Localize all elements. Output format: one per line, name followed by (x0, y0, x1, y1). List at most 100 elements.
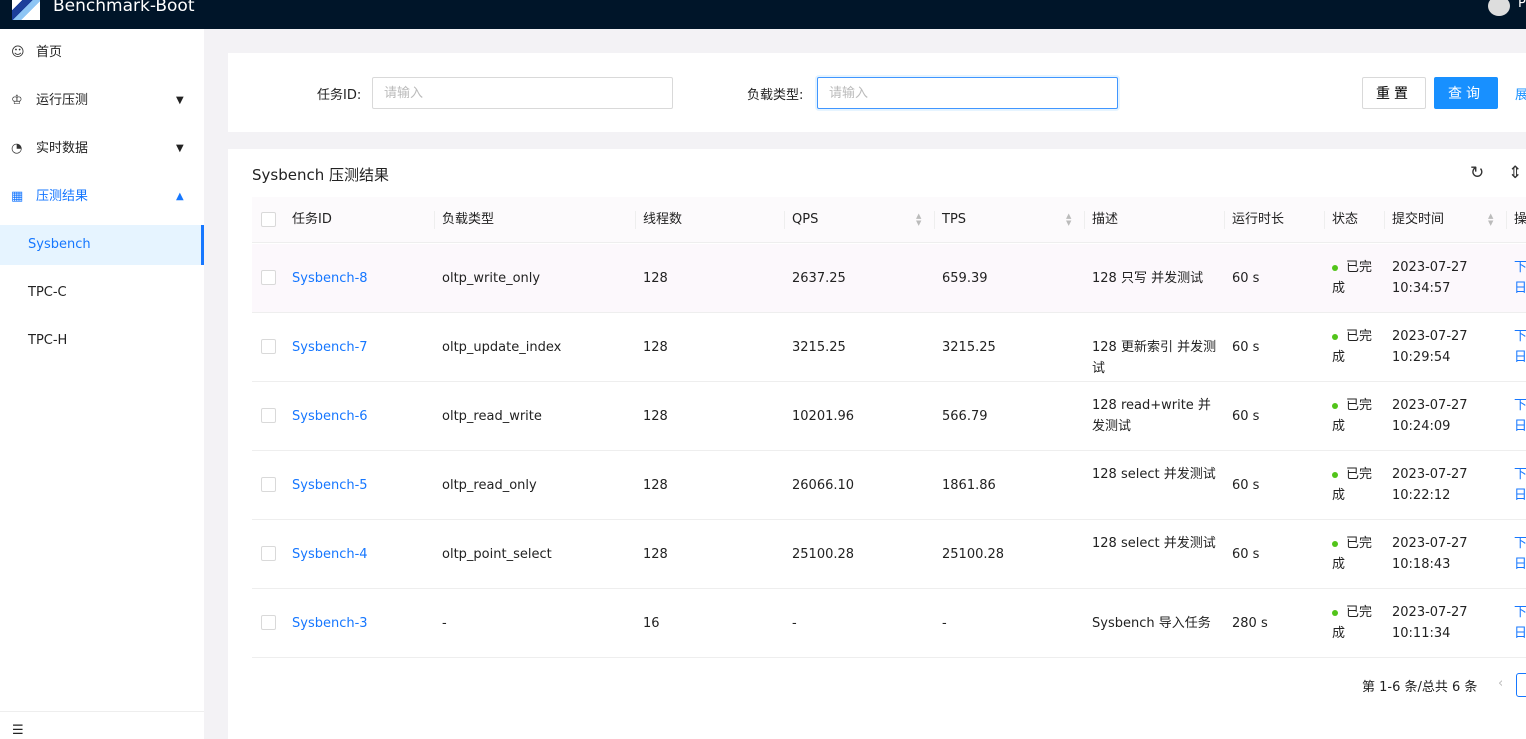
download-link[interactable]: 下 (1514, 467, 1526, 482)
threads-cell: 128 (643, 547, 668, 562)
tps-cell: 25100.28 (942, 547, 1005, 562)
sort-icon[interactable]: ▲ ▼ (1066, 212, 1072, 227)
status-text: 已完成 (1332, 536, 1373, 572)
col-runtime: 运行时长 (1223, 197, 1284, 243)
reload-icon[interactable]: ↻ (1470, 163, 1485, 183)
operation-links[interactable]: 下日 (1514, 602, 1526, 644)
desc-cell: 128 select 并发测试 (1092, 467, 1216, 482)
status-cell: 已完成 (1332, 602, 1384, 644)
sidebar-item-realtime[interactable]: ◔ 实时数据 ▼ (0, 129, 204, 169)
col-tps[interactable]: TPS (933, 197, 966, 243)
download-link[interactable]: 下 (1514, 329, 1526, 344)
tps-cell: - (942, 616, 947, 631)
task-id-input[interactable] (372, 77, 673, 109)
desc-cell: 128 read+write 并发测试 (1092, 398, 1211, 434)
desc-cell: Sysbench 导入任务 (1092, 616, 1211, 631)
divider (0, 711, 204, 712)
sidebar-item-results[interactable]: ▦ 压测结果 ▲ (0, 177, 204, 217)
dashboard-icon: ◔ (11, 141, 23, 156)
task-id-link[interactable]: Sysbench-8 (292, 271, 368, 286)
date: 2023-07-27 (1392, 329, 1468, 344)
log-link[interactable]: 日 (1514, 350, 1526, 365)
crown-icon: ♔ (11, 93, 23, 108)
runtime-cell: 60 s (1232, 271, 1260, 286)
status-cell: 已完成 (1332, 326, 1384, 368)
workload-cell: oltp_write_only (442, 271, 541, 286)
status-text: 已完成 (1332, 467, 1373, 503)
operation-links[interactable]: 下日 (1514, 464, 1526, 506)
task-id-link[interactable]: Sysbench-5 (292, 478, 368, 493)
log-link[interactable]: 日 (1514, 626, 1526, 641)
page-1-button[interactable] (1516, 673, 1526, 697)
operation-links[interactable]: 下日 (1514, 395, 1526, 437)
submit-time-cell: 2023-07-27 10:18:43 (1392, 533, 1468, 575)
workload-label: 负载类型: (747, 88, 804, 103)
avatar[interactable] (1488, 0, 1510, 16)
sort-icon[interactable]: ▲ ▼ (1488, 212, 1494, 227)
row-checkbox[interactable] (261, 546, 276, 561)
task-id-link[interactable]: Sysbench-3 (292, 616, 368, 631)
download-link[interactable]: 下 (1514, 605, 1526, 620)
workload-input[interactable] (817, 77, 1118, 109)
column-height-icon[interactable]: ⇕ (1508, 163, 1523, 183)
date: 2023-07-27 (1392, 467, 1468, 482)
menu-fold-icon[interactable]: ☰ (12, 723, 24, 738)
sidebar-item-tpcc[interactable]: TPC-C (28, 285, 67, 300)
operation-links[interactable]: 下日 (1514, 533, 1526, 575)
tps-cell: 566.79 (942, 409, 988, 424)
sidebar: ☺ 首页 ♔ 运行压测 ▼ ◔ 实时数据 ▼ ▦ 压测结果 ▲ Sysbench TPC-C … (0, 29, 204, 739)
download-link[interactable]: 下 (1514, 260, 1526, 275)
log-link[interactable]: 日 (1514, 488, 1526, 503)
col-status: 状态 (1323, 197, 1358, 243)
table-row: Sysbench-6 oltp_read_write 128 10201.96 566… (252, 382, 1526, 451)
download-link[interactable]: 下 (1514, 536, 1526, 551)
threads-cell: 128 (643, 340, 668, 355)
tps-cell: 1861.86 (942, 478, 996, 493)
select-all-checkbox[interactable] (261, 212, 276, 227)
row-checkbox[interactable] (261, 408, 276, 423)
status-dot (1332, 609, 1338, 616)
time: 10:22:12 (1392, 488, 1451, 503)
sort-icon[interactable]: ▲ ▼ (916, 212, 922, 227)
col-workload: 负载类型 (433, 197, 494, 243)
row-checkbox[interactable] (261, 339, 276, 354)
threads-cell: 128 (643, 409, 668, 424)
log-link[interactable]: 日 (1514, 281, 1526, 296)
col-submit-time[interactable]: 提交时间 (1383, 197, 1444, 243)
sidebar-item-sysbench[interactable]: Sysbench (0, 225, 204, 265)
row-checkbox[interactable] (261, 270, 276, 285)
col-qps[interactable]: QPS (783, 197, 818, 243)
status-text: 已完成 (1332, 260, 1373, 296)
sidebar-item-run[interactable]: ♔ 运行压测 ▼ (0, 81, 204, 121)
col-desc: 描述 (1083, 197, 1118, 243)
table-icon: ▦ (11, 189, 24, 204)
download-link[interactable]: 下 (1514, 398, 1526, 413)
col-threads: 线程数 (634, 197, 682, 243)
time: 10:24:09 (1392, 419, 1451, 434)
sidebar-item-home[interactable]: ☺ 首页 (0, 33, 204, 73)
reset-button[interactable]: 重置 (1362, 77, 1426, 109)
table-row: Sysbench-7 oltp_update_index 128 3215.25 32… (252, 313, 1526, 382)
row-checkbox[interactable] (261, 477, 276, 492)
table-row: Sysbench-8 oltp_write_only 128 2637.25 659.… (252, 244, 1526, 313)
operation-links[interactable]: 下日 (1514, 257, 1526, 299)
log-link[interactable]: 日 (1514, 557, 1526, 572)
operation-links[interactable]: 下日 (1514, 326, 1526, 368)
log-link[interactable]: 日 (1514, 419, 1526, 434)
prev-page-icon[interactable]: ‹ (1498, 676, 1504, 691)
query-button[interactable]: 查询 (1434, 77, 1498, 109)
row-checkbox[interactable] (261, 615, 276, 630)
qps-cell: 10201.96 (792, 409, 855, 424)
sidebar-item-tpch[interactable]: TPC-H (28, 333, 68, 348)
top-header: Benchmark-Boot P (0, 0, 1526, 29)
user-name[interactable]: P (1518, 0, 1526, 11)
chevron-down-icon: ▼ (176, 143, 184, 154)
task-id-link[interactable]: Sysbench-7 (292, 340, 368, 355)
workload-cell: oltp_read_only (442, 478, 537, 493)
expand-link[interactable]: 展 (1515, 88, 1526, 103)
task-id-link[interactable]: Sysbench-4 (292, 547, 368, 562)
task-id-link[interactable]: Sysbench-6 (292, 409, 368, 424)
workload-cell: oltp_read_write (442, 409, 542, 424)
task-id-label: 任务ID: (317, 88, 362, 103)
status-cell: 已完成 (1332, 533, 1384, 575)
